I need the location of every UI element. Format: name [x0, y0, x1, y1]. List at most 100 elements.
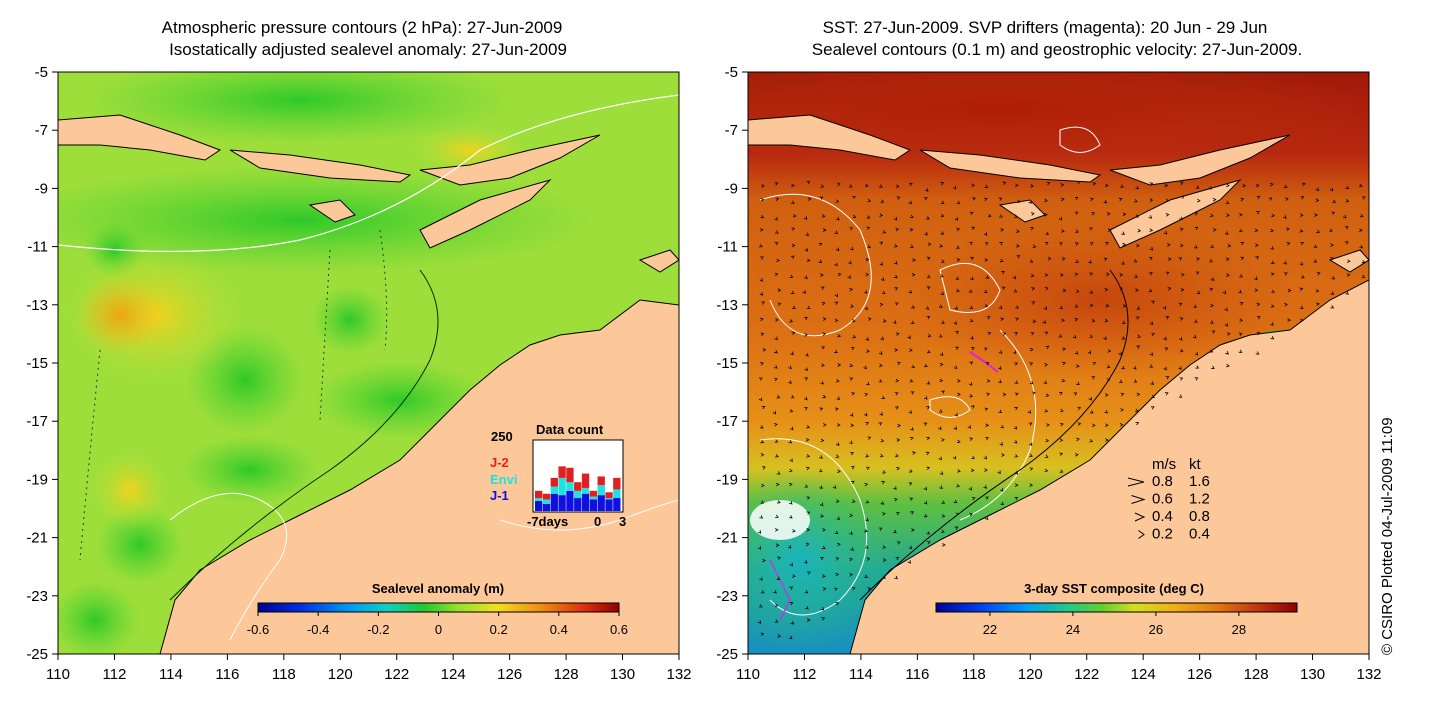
- velocity-arrow: [1165, 316, 1170, 320]
- velocity-arrow: [1254, 288, 1259, 292]
- velocity-arrow: [1029, 362, 1034, 366]
- velocity-arrow: [909, 469, 913, 473]
- velocity-arrow: [849, 377, 854, 381]
- velocity-arrow: [1135, 408, 1139, 413]
- velocity-arrow: [941, 438, 945, 442]
- velocity-arrow: [882, 319, 887, 323]
- velocity-arrow: [789, 458, 793, 463]
- right-map-panel: SST: 27-Jun-2009. SVP drifters (magenta)…: [747, 18, 1370, 655]
- velocity-arrow: [865, 257, 870, 262]
- velocity-arrow: [774, 242, 779, 246]
- velocity-arrow: [837, 363, 842, 367]
- velocity-arrow: [882, 558, 887, 562]
- velocity-arrow: [956, 439, 961, 444]
- velocity-arrow: [1014, 483, 1019, 487]
- velocity-arrow: [776, 395, 781, 399]
- right-lat-label: -13: [716, 297, 738, 314]
- velocity-arrow: [1167, 287, 1172, 291]
- velocity-arrow: [1256, 211, 1260, 215]
- inset-bar-j1: [581, 493, 590, 511]
- inset-bar-envi: [605, 498, 613, 500]
- velocity-arrow: [1029, 347, 1034, 352]
- inset-bar-j2: [550, 477, 558, 487]
- velocity-arrow: [806, 511, 811, 515]
- velocity-arrow: [760, 590, 765, 594]
- velocity-arrow: [910, 427, 914, 431]
- velocity-arrow: [1075, 259, 1079, 263]
- velocity-arrow: [1239, 318, 1244, 322]
- velocity-arrow: [759, 425, 764, 429]
- velocity-arrow: [864, 306, 869, 311]
- velocity-arrow: [908, 182, 913, 187]
- velocity-arrow: [758, 604, 763, 608]
- velocity-arrow: [909, 228, 914, 232]
- velocity-arrow: [1270, 272, 1275, 277]
- data-count-inset: Data count 250 J-2 Envi J-1 -7days 0 3: [490, 422, 626, 529]
- velocity-arrow: [971, 183, 976, 188]
- velocity-arrow: [837, 469, 841, 473]
- right-lat-label: -11: [717, 239, 738, 256]
- velocity-arrow: [1030, 212, 1035, 216]
- velocity-arrow: [821, 574, 826, 578]
- velocity-arrow: [789, 562, 794, 567]
- left-colorbar-label: 0.6: [610, 622, 628, 637]
- left-lon-label: 128: [554, 666, 579, 683]
- velocity-arrow: [1045, 438, 1050, 443]
- velocity-arrow: [1135, 288, 1139, 292]
- velocity-arrow: [879, 363, 883, 368]
- velocity-arrow: [955, 346, 959, 350]
- velocity-arrow: [820, 184, 825, 188]
- velocity-arrow: [1121, 365, 1126, 370]
- velocity-arrow: [1044, 198, 1048, 203]
- velocity-arrow: [1076, 437, 1080, 442]
- velocity-arrow: [1270, 228, 1274, 233]
- velocity-arrow: [1193, 304, 1197, 309]
- velocity-arrow: [805, 438, 810, 442]
- velocity-arrow: [791, 574, 796, 578]
- velocity-arrow: [757, 620, 762, 624]
- right-lon-label: 122: [1074, 666, 1099, 683]
- velocity-arrow: [952, 185, 957, 190]
- velocity-arrow: [1210, 303, 1214, 308]
- velocity-arrow: [926, 531, 931, 535]
- velocity-arrow: [1002, 332, 1007, 336]
- velocity-arrow: [837, 182, 841, 187]
- velocity-arrow: [1213, 227, 1217, 232]
- velocity-arrow: [1178, 366, 1182, 370]
- velocity-arrow: [879, 351, 883, 355]
- velocity-arrow: [1029, 467, 1034, 471]
- velocity-arrow: [1060, 229, 1065, 233]
- velocity-arrow: [806, 454, 811, 458]
- velocity-arrow: [759, 278, 763, 282]
- left-colorbar-labels: -0.6 -0.4 -0.2 0 0.2 0.4 0.6: [247, 612, 628, 637]
- velocity-arrow: [954, 306, 958, 310]
- velocity-arrow: [1062, 288, 1067, 293]
- velocity-arrow: [1209, 213, 1214, 218]
- velocity-arrow: [791, 243, 796, 248]
- velocity-arrow: [1077, 422, 1082, 426]
- velocity-arrow: [804, 484, 809, 488]
- velocity-arrow: [1178, 394, 1183, 398]
- velocity-arrow: [1342, 214, 1347, 219]
- velocity-arrow: [895, 227, 900, 232]
- velocity-arrow: [848, 260, 852, 265]
- velocity-arrow: [880, 277, 885, 281]
- velocity-arrow: [776, 258, 780, 263]
- velocity-arrow: [939, 378, 944, 383]
- inset-bar-j1: [542, 503, 551, 511]
- velocity-arrow: [760, 439, 765, 444]
- velocity-arrow: [1107, 228, 1112, 232]
- inset-bar-j1: [574, 498, 582, 511]
- velocity-arrow: [911, 528, 915, 532]
- velocity-arrow: [774, 217, 778, 221]
- velocity-arrow: [1105, 438, 1109, 442]
- right-lat-label: -21: [716, 530, 738, 547]
- velocity-arrow: [1226, 213, 1230, 217]
- velocity-arrow: [1210, 244, 1215, 248]
- velocity-arrow: [1270, 260, 1275, 264]
- velocity-arrow: [1105, 272, 1110, 277]
- velocity-legend: m/s kt 0.8 1.60.6 1.20.4 0.80.2 0.4: [1127, 456, 1210, 543]
- velocity-arrow: [1163, 336, 1167, 341]
- velocity-arrow: [1030, 227, 1034, 231]
- velocity-arrow: [774, 439, 779, 443]
